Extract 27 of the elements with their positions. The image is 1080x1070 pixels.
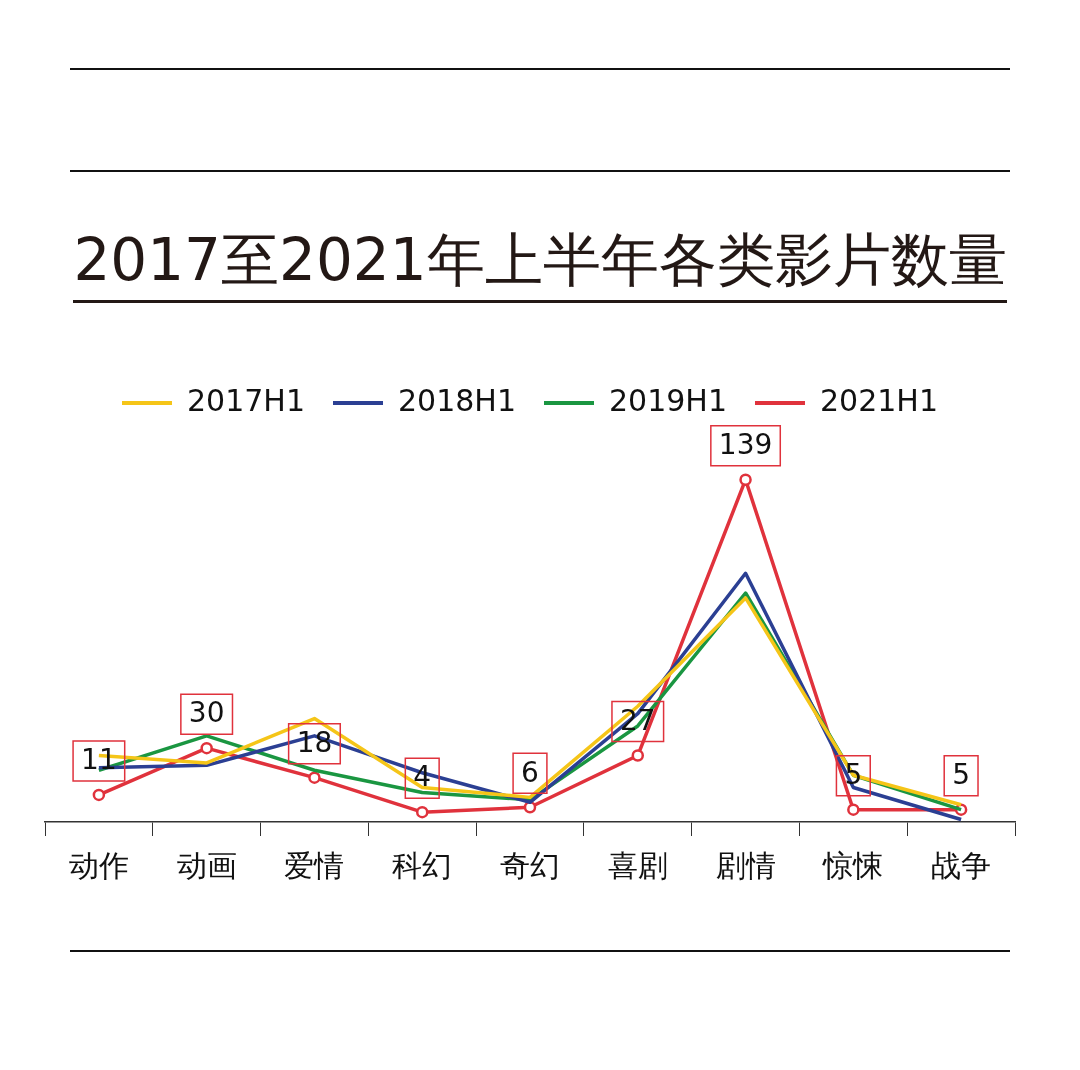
x-tick-label: 动画 — [176, 847, 237, 883]
point — [92, 788, 106, 802]
x-tick-label: 动作 — [68, 847, 129, 883]
data-label: 6 — [521, 755, 539, 789]
point — [847, 803, 860, 816]
point — [415, 805, 429, 819]
point — [739, 473, 752, 486]
chart-title: 2017至2021年上半年各类影片数量 — [73, 226, 1007, 303]
legend-label: 2021H1 — [819, 382, 938, 418]
point — [200, 741, 213, 755]
x-tick-label: 战争 — [931, 847, 992, 883]
point — [631, 749, 645, 762]
legend-label: 2018H1 — [398, 382, 517, 418]
x-tick-label: 爱情 — [284, 847, 345, 883]
x-tick-label: 科幻 — [392, 847, 453, 883]
x-tick-label: 奇幻 — [500, 847, 560, 883]
data-label: 139 — [718, 427, 773, 461]
point — [308, 771, 321, 784]
point — [523, 800, 537, 814]
data-label: 11 — [81, 743, 117, 777]
legend-label: 2017H1 — [187, 382, 306, 418]
x-tick-label: 喜剧 — [607, 847, 668, 883]
data-label: 30 — [188, 696, 225, 730]
x-tick-label: 剧情 — [715, 847, 776, 883]
x-tick-label: 惊悚 — [822, 847, 884, 883]
data-label: 5 — [952, 757, 971, 791]
legend-label: 2019H1 — [609, 382, 727, 418]
